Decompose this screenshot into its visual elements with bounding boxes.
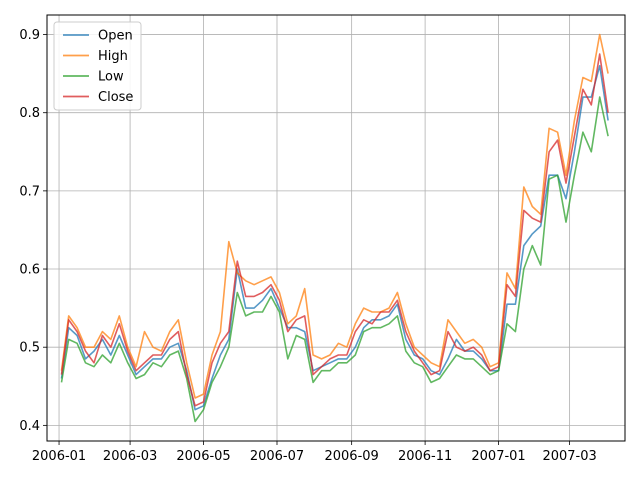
series-line-high	[60, 33, 609, 399]
x-tick-label: 2006-11	[398, 449, 452, 464]
legend-label-open: Open	[98, 29, 133, 44]
plot-frame	[46, 14, 626, 442]
y-tick-label: 0.7	[19, 184, 40, 199]
series-line-open	[60, 65, 609, 411]
axes: 2006-01 2006-03 2006-05 2006-07 2006-09 2006-…	[19, 28, 596, 464]
y-tick-label: 0.9	[19, 28, 40, 43]
y-tick-label: 0.8	[19, 106, 40, 121]
legend: Open High Low Close	[53, 21, 142, 111]
legend-box	[53, 21, 142, 111]
x-tick-label: 2006-01	[32, 449, 86, 464]
series-line-low	[60, 96, 609, 423]
x-tick-label: 2007-03	[542, 449, 596, 464]
series-line-close	[60, 53, 609, 407]
y-tick-label: 0.5	[19, 341, 40, 356]
series-layer	[60, 33, 609, 423]
legend-label-low: Low	[98, 70, 124, 85]
legend-label-high: High	[98, 49, 128, 64]
x-tick-label: 2006-05	[176, 449, 230, 464]
x-tick-label: 2007-01	[471, 449, 525, 464]
legend-label-close: Close	[98, 90, 133, 105]
y-tick-label: 0.6	[19, 263, 40, 278]
x-tick-label: 2006-09	[324, 449, 378, 464]
x-tick-label: 2006-07	[250, 449, 304, 464]
x-tick-label: 2006-03	[103, 449, 157, 464]
y-tick-label: 0.4	[19, 419, 40, 434]
